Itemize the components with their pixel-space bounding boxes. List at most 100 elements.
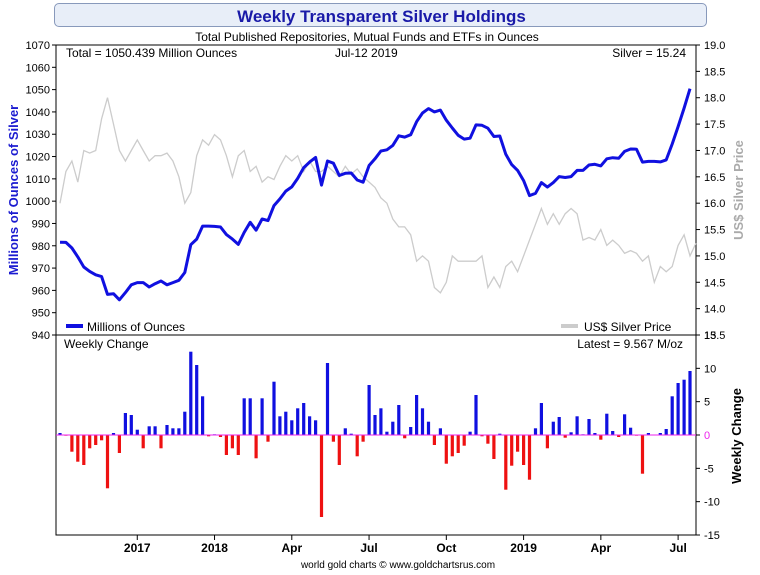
weekly-change-bar [426,421,431,435]
weekly-axis-tick-label: -5 [704,463,714,475]
left-axis-tick-label: 1030 [26,129,50,141]
weekly-change-bar [379,408,383,435]
right-axis-tick-label: 15.0 [704,251,725,263]
weekly-axis-tick-label: -15 [704,530,720,542]
left-axis-tick-label: 970 [32,263,50,275]
x-axis-tick-label: Oct [436,541,456,555]
weekly-change-bar [76,435,80,462]
weekly-change-bar [236,435,240,455]
weekly-change-bar [171,428,175,435]
right-axis-tick-label: 17.5 [704,119,725,131]
legend-holdings-label: Millions of Ounces [87,320,185,334]
weekly-axis-tick-label: 0 [704,430,710,442]
weekly-change-bar [629,427,633,435]
chart-title: Weekly Transparent Silver Holdings [237,7,526,26]
left-axis-tick-label: 1000 [26,196,50,208]
weekly-change-bar [516,435,520,452]
total-label: Total = 1050.439 Million Ounces [66,46,237,60]
silver-price-layer [59,97,697,294]
weekly-change-bar [539,403,543,435]
x-axis-tick-label: Apr [591,541,612,555]
weekly-axis-tick-label: 15 [704,330,716,342]
weekly-change-bar [498,433,502,435]
weekly-change-bar [480,435,484,437]
date-label: Jul-12 2019 [335,46,398,60]
weekly-change-bar [70,435,74,452]
right-axis-tick-label: 18.0 [704,93,725,105]
left-axis-tick-label: 990 [32,218,50,230]
legend-price-label: US$ Silver Price [584,320,672,334]
weekly-change-bar [218,435,223,437]
weekly-change-bar [242,398,246,435]
weekly-change-bar [123,413,127,435]
weekly-axis-tick-label: 10 [704,363,716,375]
weekly-change-bar [302,403,306,435]
weekly-axis-tick-label: -10 [704,497,720,509]
title-banner: Weekly Transparent Silver Holdings [54,3,707,27]
weekly-change-bar [135,429,139,435]
weekly-change-bar [682,379,686,435]
right-axis-tick-label: 18.5 [704,66,725,78]
x-axis-tick-label: Jul [360,541,377,555]
weekly-change-bar [611,431,615,435]
left-axis-tick-label: 1010 [26,174,50,186]
weekly-change-bar [141,435,145,449]
right-axis-tick-label: 16.5 [704,172,725,184]
weekly-change-bar [563,435,567,438]
silver-price-label: Silver = 15.24 [612,46,686,60]
weekly-change-bar [504,435,508,490]
weekly-change-bar [284,411,288,435]
weekly-change-bar [308,416,312,435]
weekly-change-bar [432,435,436,445]
weekly-change-bar [88,435,92,449]
weekly-change-bar [195,365,199,435]
weekly-change-bar [527,435,532,480]
weekly-change-bar [444,435,448,464]
latest-label: Latest = 9.567 M/oz [577,337,683,351]
weekly-change-bar [391,421,395,435]
chart-subtitle: Total Published Repositories, Mutual Fun… [195,30,539,44]
weekly-change-bar [314,420,318,435]
weekly-change-bar [224,435,228,455]
weekly-change-bar [599,435,603,440]
x-axis-tick-label: Jul [669,541,686,555]
weekly-change-bar [510,435,514,466]
weekly-change-bar [468,431,472,435]
weekly-change-bar [266,435,270,442]
x-axis-tick-label: Apr [281,541,302,555]
x-axis-tick-label: 2017 [124,541,151,555]
left-axis-tick-label: 1040 [26,107,50,119]
right-axis-tick-label: 16.0 [704,198,725,210]
weekly-change-bar [474,395,478,435]
weekly-change-bar [331,435,335,442]
weekly-change-bar [640,435,645,474]
weekly-change-bar [100,435,104,441]
weekly-change-bar [337,435,341,465]
weekly-change-bar [587,419,591,435]
weekly-change-bar [290,420,294,435]
weekly-change-bar [367,385,371,435]
x-axis-tick-label: 2018 [201,541,228,555]
axes-layer: 940 950 960 970 980 990 1000 1010 1020 1030 1040 10… [26,40,726,555]
weekly-change-bar [658,433,662,435]
weekly-change-bar [177,428,181,435]
weekly-change-bar [664,429,668,435]
weekly-change-bar [361,435,365,442]
left-axis-tick-label: 1020 [26,152,50,164]
weekly-change-bar [522,435,526,465]
weekly-change-bar [82,435,86,465]
weekly-change-bar [551,421,555,435]
right-axis-tick-label: 14.5 [704,277,725,289]
weekly-change-bar [94,435,98,445]
weekly-change-bar [153,426,157,435]
weekly-change-bar [105,435,110,489]
right-axis-title: US$ Silver Price [731,140,746,240]
weekly-change-bar [296,408,300,435]
weekly-change-bar [646,433,650,435]
weekly-change-bar [58,433,62,435]
weekly-change-bar [670,396,674,435]
weekly-change-bar [248,398,252,435]
right-axis-tick-label: 19.0 [704,40,725,52]
weekly-change-bar [189,351,193,435]
